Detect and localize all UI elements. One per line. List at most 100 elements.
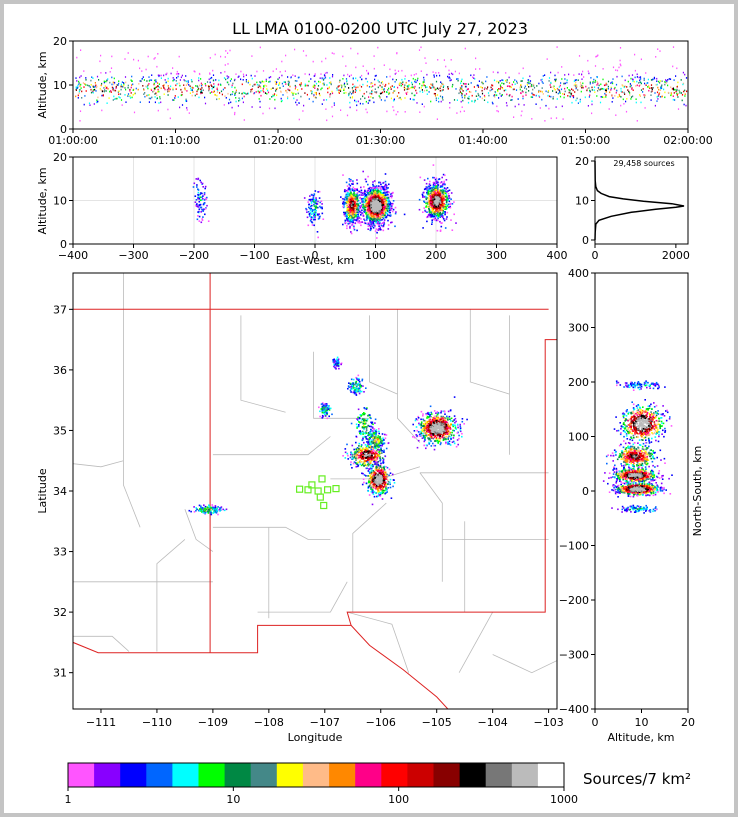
- east-west-source: [419, 176, 422, 179]
- time-height-source: [422, 81, 424, 83]
- time-height-source: [105, 72, 107, 74]
- time-height-source: [531, 83, 533, 86]
- time-height-source: [331, 75, 334, 78]
- east-west-source: [348, 202, 350, 204]
- east-west-source: [365, 194, 368, 196]
- time-height-source: [677, 92, 679, 95]
- east-west-source: [439, 192, 441, 195]
- east-west-source: [429, 204, 432, 206]
- east-west-source: [371, 215, 373, 218]
- east-west-source: [433, 212, 435, 215]
- time-height-source: [343, 89, 345, 91]
- time-height-source: [281, 82, 283, 85]
- time-height-source: [450, 79, 452, 81]
- time-height-source: [158, 83, 160, 85]
- time-height-source: [388, 87, 390, 90]
- east-west-source: [369, 192, 372, 195]
- county-boundary: [469, 309, 510, 395]
- east-west-source: [357, 209, 360, 211]
- time-height-source: [159, 97, 161, 100]
- east-west-source: [440, 181, 443, 183]
- time-height-source: [88, 85, 90, 87]
- east-west-source: [359, 210, 361, 213]
- x-tick-label: −200: [179, 249, 209, 262]
- time-height-source: [350, 47, 352, 50]
- time-height-source: [506, 81, 508, 83]
- county-boundary: [240, 315, 286, 413]
- time-height-source: [378, 81, 380, 83]
- time-height-source: [167, 88, 169, 91]
- east-west-source: [382, 192, 385, 194]
- east-west-source: [448, 206, 450, 209]
- east-west-source: [444, 213, 446, 216]
- east-west-source: [349, 196, 351, 199]
- time-height-source: [492, 84, 494, 87]
- time-height-source: [477, 84, 479, 87]
- time-height-source: [386, 76, 388, 78]
- east-west-source: [379, 215, 381, 217]
- time-height-source: [230, 93, 232, 96]
- plan-view-source: [188, 509, 191, 512]
- time-height-source: [289, 89, 291, 92]
- time-height-source: [197, 86, 199, 89]
- east-west-source: [432, 211, 434, 213]
- east-west-source: [313, 218, 315, 221]
- time-height-source: [423, 105, 425, 108]
- time-height-source: [235, 89, 237, 92]
- east-west-source: [433, 200, 435, 203]
- east-west-source: [442, 216, 444, 219]
- east-west-source: [379, 200, 381, 203]
- time-height-source: [243, 91, 245, 94]
- time-height-source: [381, 81, 383, 83]
- time-height-source: [366, 91, 368, 93]
- east-west-source: [384, 187, 387, 189]
- time-height-source: [456, 78, 458, 80]
- time-height-source: [281, 60, 283, 63]
- east-west-source: [433, 194, 435, 196]
- east-west-source: [377, 201, 379, 204]
- time-height-source: [103, 81, 105, 84]
- time-height-source: [293, 97, 295, 100]
- time-height-source: [197, 88, 199, 91]
- time-height-source: [125, 81, 127, 84]
- time-height-source: [636, 84, 638, 87]
- time-height-sources: [75, 46, 688, 122]
- east-west-source: [451, 203, 454, 205]
- time-height-source: [340, 88, 342, 91]
- time-height-source: [426, 86, 428, 88]
- x-tick-label: 200: [426, 249, 447, 262]
- east-west-source: [371, 204, 373, 206]
- east-west-source: [367, 214, 370, 217]
- time-height-source: [405, 81, 407, 84]
- time-height-source: [597, 90, 599, 92]
- east-west-source: [358, 205, 361, 207]
- time-height-source: [127, 52, 129, 54]
- time-height-source: [597, 82, 599, 85]
- time-height-source: [567, 95, 569, 97]
- time-height-source: [432, 71, 434, 73]
- time-height-source: [434, 95, 437, 97]
- east-west-source: [311, 204, 313, 207]
- time-height-source: [433, 92, 435, 95]
- east-west-source: [377, 209, 380, 211]
- time-height-source: [624, 79, 626, 82]
- east-west-source: [366, 196, 368, 198]
- time-height-source: [521, 80, 523, 82]
- time-height-source: [671, 88, 673, 90]
- time-height-source: [398, 83, 400, 85]
- east-west-source: [425, 202, 427, 205]
- east-west-source: [427, 193, 430, 195]
- east-west-source: [345, 181, 348, 184]
- time-height-source: [164, 79, 166, 81]
- time-height-source: [286, 91, 288, 94]
- time-height-source: [302, 110, 304, 112]
- east-west-source: [386, 210, 389, 212]
- time-height-source: [550, 117, 552, 120]
- east-west-source: [317, 200, 319, 203]
- east-west-source: [355, 204, 358, 207]
- time-height-source: [400, 82, 402, 85]
- time-height-source: [599, 89, 601, 91]
- time-height-source: [651, 87, 653, 89]
- time-height-source: [209, 72, 211, 74]
- time-height-source: [306, 84, 308, 87]
